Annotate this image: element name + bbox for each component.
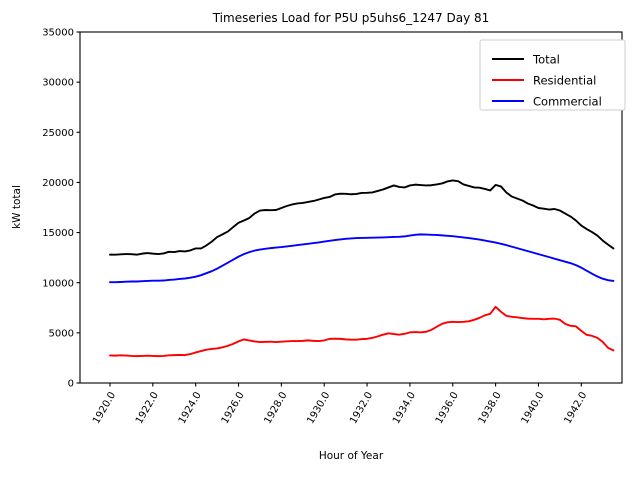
y-tick-label: 20000 — [42, 178, 74, 189]
x-tick-label: 1924.0 — [177, 390, 204, 426]
series-line-residential — [109, 305, 615, 358]
legend-label-residential: Residential — [533, 73, 596, 87]
y-tick-label: 15000 — [42, 228, 74, 239]
x-tick-label: 1928.0 — [262, 390, 289, 426]
y-tick-label: 5000 — [49, 328, 74, 339]
axes-spines — [79, 31, 623, 384]
chart-legend: Total Residential Commercial — [479, 39, 626, 111]
x-tick-label: 1930.0 — [305, 390, 332, 426]
y-tick-label: 10000 — [42, 278, 74, 289]
chart-title: Timeseries Load for P5U p5uhs6_1247 Day … — [212, 11, 490, 25]
y-tick-label: 25000 — [42, 128, 74, 139]
x-axis-label: Hour of Year — [319, 450, 384, 462]
y-tick-label: 35000 — [42, 28, 74, 39]
y-tick-label: 30000 — [42, 78, 74, 89]
series-group — [109, 179, 615, 358]
legend-label-commercial: Commercial — [533, 94, 602, 108]
x-tick-label: 1934.0 — [391, 390, 418, 426]
x-tick-label: 1922.0 — [134, 390, 161, 426]
y-axis-ticks: 0 5000 10000 15000 20000 25000 30000 35000 — [42, 28, 80, 390]
legend-box — [479, 39, 626, 111]
series-line-commercial — [109, 233, 615, 284]
y-tick-label: 0 — [68, 379, 74, 390]
x-tick-label: 1926.0 — [220, 390, 247, 426]
x-tick-label: 1942.0 — [562, 390, 589, 426]
x-tick-label: 1936.0 — [434, 390, 461, 426]
x-tick-label: 1920.0 — [91, 390, 118, 426]
y-axis-label: kW total — [11, 185, 23, 229]
x-tick-label: 1932.0 — [348, 390, 375, 426]
legend-label-total: Total — [532, 52, 560, 66]
x-tick-label: 1938.0 — [477, 390, 504, 426]
series-line-total — [109, 179, 615, 256]
x-tick-label: 1940.0 — [520, 390, 547, 426]
x-axis-ticks: 1920.0 1922.0 1924.0 1926.0 1928.0 1930.0 1932… — [91, 383, 589, 426]
